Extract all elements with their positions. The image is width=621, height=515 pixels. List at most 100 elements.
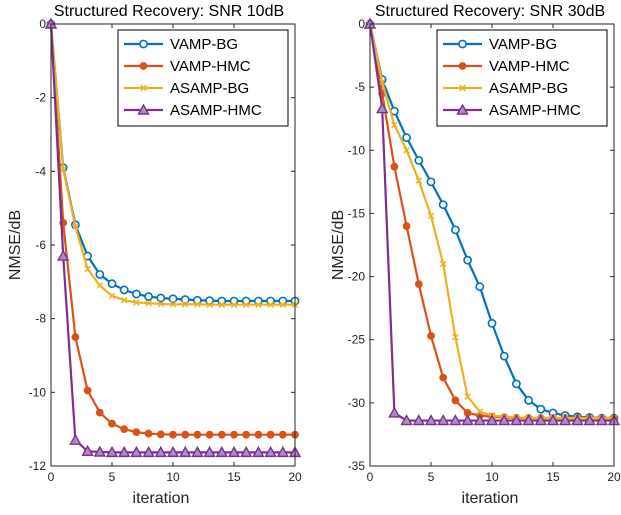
legend-label: ASAMP-HMC	[489, 102, 581, 119]
data-point	[451, 396, 460, 405]
legend-marker	[137, 103, 150, 115]
x-tick-label: 10	[166, 470, 180, 484]
data-point	[439, 260, 447, 268]
x-tick-label: 0	[48, 470, 55, 484]
legend: VAMP-BG VAMP-HMC ASAMP-BG ASAMP-HMC	[436, 29, 608, 127]
data-point	[438, 200, 448, 209]
data-point	[240, 445, 253, 458]
data-point	[498, 414, 511, 426]
data-point	[252, 445, 265, 458]
data-point	[242, 301, 250, 309]
legend-label: VAMP-HMC	[170, 58, 251, 75]
legend: VAMP-BG VAMP-HMC ASAMP-BG ASAMP-HMC	[117, 29, 289, 127]
data-point	[218, 301, 226, 309]
x-axis-label: iteration	[462, 490, 519, 507]
data-point	[168, 294, 178, 304]
data-point	[427, 212, 435, 220]
legend-marker-shape	[139, 39, 148, 49]
data-point	[476, 408, 484, 416]
data-point	[154, 445, 167, 458]
x-tick-label: 15	[227, 470, 241, 484]
data-point	[118, 445, 131, 458]
legend-marker-shape	[456, 103, 469, 115]
legend-marker-shape	[458, 62, 467, 70]
legend-entry-vamp-bg: VAMP-BG	[443, 36, 557, 53]
legend-marker-shape	[140, 84, 147, 92]
data-point	[227, 445, 241, 458]
data-point	[266, 430, 275, 439]
data-point	[487, 318, 497, 328]
data-point	[403, 146, 410, 154]
y-tick-label: -15	[348, 206, 366, 220]
data-point	[485, 414, 499, 426]
y-tick-label: 0	[358, 17, 365, 31]
data-point	[217, 430, 226, 439]
x-tick-label: 0	[367, 470, 374, 484]
data-point	[378, 78, 386, 86]
data-point	[510, 414, 523, 426]
data-point	[169, 300, 177, 308]
legend-entry-asamp-hmc: ASAMP-HMC	[443, 102, 581, 119]
data-point	[130, 445, 143, 458]
data-point	[71, 333, 80, 341]
data-point	[241, 296, 251, 306]
y-tick-label: -12	[29, 459, 47, 473]
data-point	[230, 301, 238, 309]
data-point	[546, 414, 560, 426]
data-point	[194, 300, 201, 308]
legend-marker	[139, 62, 148, 70]
data-point	[131, 289, 141, 299]
data-point	[255, 301, 262, 309]
y-tick-label: -5	[354, 80, 365, 94]
data-point	[57, 249, 70, 261]
data-point	[242, 430, 251, 439]
y-tick-label: -30	[348, 396, 366, 410]
data-point	[72, 223, 79, 230]
legend-marker-shape	[137, 103, 150, 115]
legend-entry-vamp-hmc: VAMP-HMC	[443, 58, 570, 75]
series-vamp-bg	[46, 19, 300, 306]
data-point	[181, 430, 190, 439]
data-point	[499, 351, 509, 361]
data-point	[203, 445, 216, 458]
data-point	[156, 293, 166, 303]
data-point	[229, 296, 239, 306]
data-point	[59, 166, 67, 173]
data-point	[169, 430, 177, 439]
data-point	[144, 429, 153, 438]
data-point	[415, 177, 423, 184]
data-point	[230, 430, 238, 439]
data-point	[166, 445, 180, 458]
data-point	[96, 282, 104, 289]
data-point	[536, 404, 546, 414]
data-point	[452, 333, 459, 341]
legend-entry-asamp-bg: ASAMP-BG	[124, 80, 249, 97]
legend-entry-asamp-bg: ASAMP-BG	[443, 80, 568, 97]
y-tick-label: -35	[348, 459, 366, 473]
y-tick-label: -10	[348, 143, 366, 157]
x-tick-label: 10	[485, 470, 499, 484]
data-point	[376, 102, 389, 114]
y-tick-label: -2	[35, 91, 46, 105]
legend-label: VAMP-BG	[489, 36, 557, 53]
x-axis-label: iteration	[133, 490, 190, 507]
x-tick-label: 5	[109, 470, 116, 484]
data-point	[254, 430, 263, 439]
data-point	[132, 428, 141, 437]
data-point	[120, 425, 129, 434]
data-point	[402, 133, 411, 143]
series-asamp-hmc	[363, 17, 621, 426]
chart-title: Structured Recovery: SNR 10dB	[54, 3, 284, 20]
data-point	[206, 301, 213, 309]
data-point	[193, 430, 202, 439]
legend-marker	[140, 84, 147, 92]
legend-marker	[459, 84, 466, 92]
legend-marker-shape	[459, 84, 466, 92]
chart-title: Structured Recovery: SNR 30dB	[375, 3, 605, 20]
legend-entry-vamp-hmc: VAMP-HMC	[124, 58, 251, 75]
data-point	[414, 155, 424, 165]
legend-marker	[458, 62, 467, 70]
data-point	[267, 301, 274, 309]
data-point	[278, 296, 288, 306]
